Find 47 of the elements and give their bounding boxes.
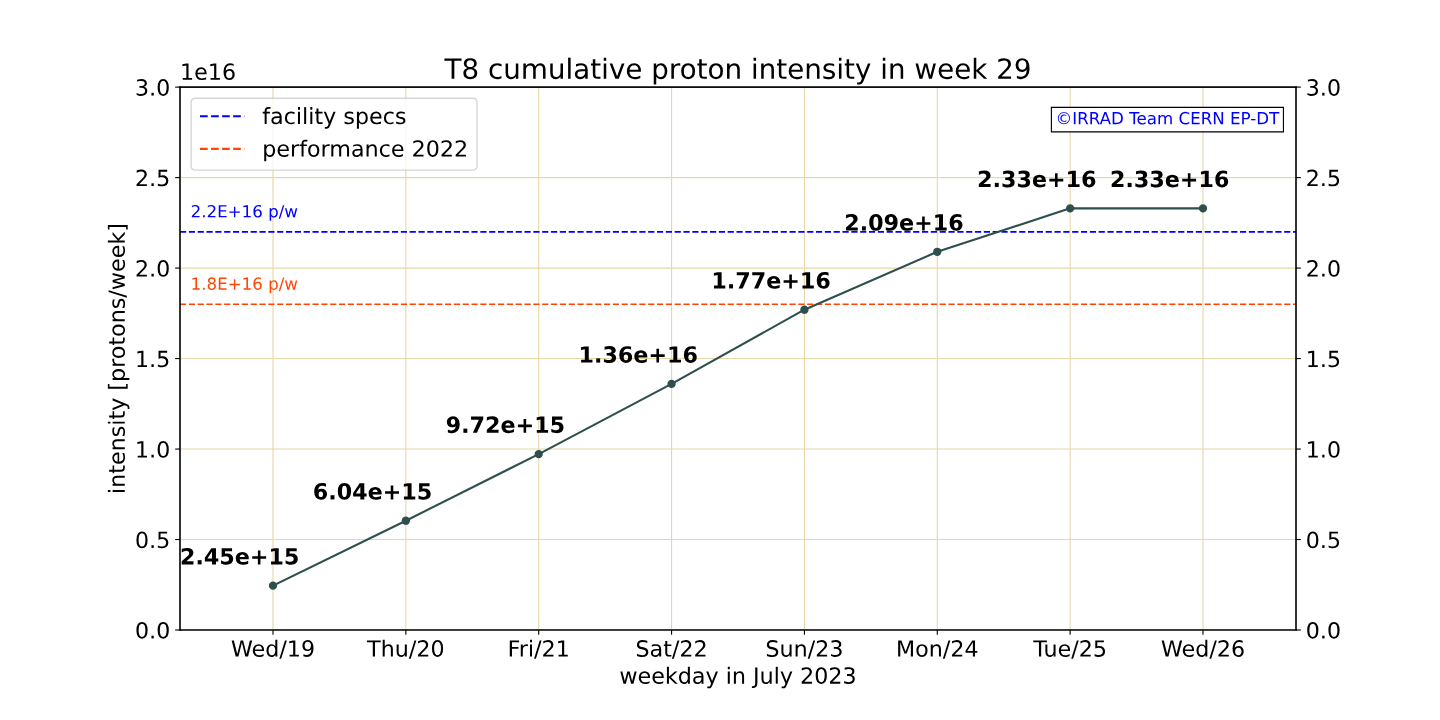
point — [534, 449, 543, 459]
y2-tick-label: 2.5 — [1307, 169, 1340, 187]
y2-tick-label: 0.0 — [1307, 621, 1340, 639]
x-axis-title: weekday in July 2023 — [620, 666, 855, 689]
annotation: 2.33e+16 — [978, 170, 1096, 188]
x-tick-label: Wed/26 — [1161, 639, 1244, 659]
annotation: 1.77e+16 — [713, 271, 830, 289]
point — [401, 516, 411, 525]
annotation: 9.72e+15 — [446, 416, 564, 434]
y-tick-label: 1.5 — [137, 350, 169, 368]
chart-title: T8 cumulative proton intensity in week 29 — [444, 57, 1030, 85]
legend-label: performance 2022 — [264, 139, 466, 162]
y-tick-label: 0.0 — [136, 621, 169, 639]
x-tick-label: Tue/25 — [1033, 640, 1106, 659]
annotation: 1.36e+16 — [581, 346, 697, 363]
point — [667, 379, 676, 389]
y2-tick-label: 0.5 — [1307, 531, 1340, 549]
point — [933, 247, 942, 256]
annotation: 2.45e+15 — [181, 547, 298, 565]
y-axis-title: intensity [protons/week] — [107, 225, 130, 492]
y-tick-label: 0.5 — [136, 531, 169, 549]
y-tick-label: 3.0 — [136, 79, 169, 96]
annotation: 6.04e+15 — [314, 482, 431, 500]
point — [1198, 204, 1208, 213]
x-tick-label: Sat/22 — [636, 640, 706, 659]
y-tick-label: 1.0 — [137, 440, 169, 458]
y-tick-label: 2.0 — [136, 260, 169, 277]
y2-tick-label: 1.0 — [1308, 440, 1340, 458]
annotation: 1.8E+16 p/w — [192, 277, 298, 294]
annotation: 2.09e+16 — [845, 214, 963, 231]
y2-tick-label: 3.0 — [1307, 79, 1340, 96]
x-tick-label: Thu/20 — [367, 639, 444, 659]
annotation: 2.2E+16 p/w — [191, 204, 298, 221]
annotation: ©IRRAD Team CERN EP-DT — [1057, 111, 1280, 125]
x-tick-label: Mon/24 — [898, 640, 978, 659]
point — [800, 305, 809, 314]
point — [1065, 204, 1075, 213]
x-tick-label: Wed/19 — [231, 639, 314, 659]
x-tick-label: Sun/23 — [766, 640, 842, 659]
x-tick-label: Fri/21 — [509, 639, 568, 659]
legend-label: facility specs — [262, 107, 406, 129]
y2-tick-label: 1.5 — [1308, 350, 1340, 368]
y2-tick-label: 2.0 — [1307, 260, 1340, 277]
text: 1e16 — [182, 63, 235, 81]
y-tick-label: 2.5 — [136, 169, 169, 187]
point — [268, 581, 278, 590]
annotation: 2.33e+16 — [1111, 170, 1229, 188]
